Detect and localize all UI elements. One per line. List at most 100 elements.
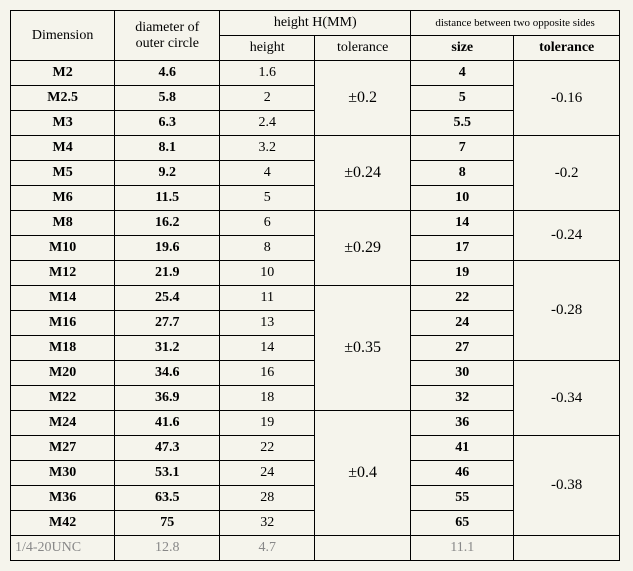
- cell-diameter: 21.9: [115, 261, 220, 286]
- cell-diameter: 63.5: [115, 486, 220, 511]
- cell-size: 8: [411, 161, 514, 186]
- cell-diameter: 16.2: [115, 211, 220, 236]
- cell-height-tolerance: ±0.29: [315, 211, 411, 286]
- cell-dimension: M20: [11, 361, 115, 386]
- cell-dimension: M27: [11, 436, 115, 461]
- cell-dimension: M16: [11, 311, 115, 336]
- cell-dimension: M4: [11, 136, 115, 161]
- cell-height: 4: [220, 161, 315, 186]
- cell-diameter: 6.3: [115, 111, 220, 136]
- cell-height-tolerance: ±0.35: [315, 286, 411, 411]
- cell-height: 1.6: [220, 61, 315, 86]
- cell-height: 28: [220, 486, 315, 511]
- cell-height-tolerance: ±0.2: [315, 61, 411, 136]
- cell-height: 8: [220, 236, 315, 261]
- cell-diameter: 36.9: [115, 386, 220, 411]
- cell-dimension: M14: [11, 286, 115, 311]
- cell-height: 11: [220, 286, 315, 311]
- cell-size: 11.1: [411, 536, 514, 561]
- cell-diameter: 4.6: [115, 61, 220, 86]
- cell-height: 14: [220, 336, 315, 361]
- cell-size: 4: [411, 61, 514, 86]
- cell-dimension: M22: [11, 386, 115, 411]
- cell-size: 32: [411, 386, 514, 411]
- table-body: M24.61.6±0.24-0.16M2.55.825M36.32.45.5M4…: [11, 61, 620, 561]
- cell-size: 22: [411, 286, 514, 311]
- cell-diameter: 47.3: [115, 436, 220, 461]
- cell-dimension: 1/4-20UNC: [11, 536, 115, 561]
- cell-height: 19: [220, 411, 315, 436]
- header-height-group: height H(MM): [220, 11, 411, 36]
- cell-diameter: 8.1: [115, 136, 220, 161]
- cell-dimension: M18: [11, 336, 115, 361]
- cell-size: 5.5: [411, 111, 514, 136]
- cell-diameter: 34.6: [115, 361, 220, 386]
- cell-height: 18: [220, 386, 315, 411]
- cell-height: 3.2: [220, 136, 315, 161]
- cell-height: 10: [220, 261, 315, 286]
- cell-dimension: M3: [11, 111, 115, 136]
- cell-size: 7: [411, 136, 514, 161]
- cell-diameter: 27.7: [115, 311, 220, 336]
- cell-diameter: 31.2: [115, 336, 220, 361]
- table-row: M48.13.2±0.247-0.2: [11, 136, 620, 161]
- header-height: height: [220, 36, 315, 61]
- cell-dimension: M36: [11, 486, 115, 511]
- cell-dimension: M6: [11, 186, 115, 211]
- cell-size-tolerance: -0.16: [514, 61, 620, 136]
- cell-diameter: 11.5: [115, 186, 220, 211]
- cell-size: 17: [411, 236, 514, 261]
- cell-size-tolerance: -0.34: [514, 361, 620, 436]
- cell-dimension: M8: [11, 211, 115, 236]
- header-distance-group: distance between two opposite sides: [411, 11, 620, 36]
- header-size-tol: tolerance: [514, 36, 620, 61]
- cell-size: 24: [411, 311, 514, 336]
- cell-height: 16: [220, 361, 315, 386]
- cell-diameter: 9.2: [115, 161, 220, 186]
- cell-height: 4.7: [220, 536, 315, 561]
- cell-size-tolerance: -0.28: [514, 261, 620, 361]
- table-row: 1/4-20UNC12.84.7 11.1: [11, 536, 620, 561]
- cell-dimension: M2: [11, 61, 115, 86]
- cell-height: 13: [220, 311, 315, 336]
- cell-size-tolerance: -0.38: [514, 436, 620, 536]
- cell-size: 30: [411, 361, 514, 386]
- cell-size-tolerance: -0.24: [514, 211, 620, 261]
- cell-size: 14: [411, 211, 514, 236]
- cell-size: 46: [411, 461, 514, 486]
- cell-diameter: 75: [115, 511, 220, 536]
- cell-size: 36: [411, 411, 514, 436]
- cell-height: 32: [220, 511, 315, 536]
- cell-diameter: 41.6: [115, 411, 220, 436]
- cell-height-tolerance: ±0.24: [315, 136, 411, 211]
- cell-height-tolerance: ±0.4: [315, 411, 411, 536]
- table-row: M24.61.6±0.24-0.16: [11, 61, 620, 86]
- cell-dimension: M5: [11, 161, 115, 186]
- cell-size: 19: [411, 261, 514, 286]
- cell-dimension: M2.5: [11, 86, 115, 111]
- cell-height: 2.4: [220, 111, 315, 136]
- cell-dimension: M10: [11, 236, 115, 261]
- header-dimension: Dimension: [11, 11, 115, 61]
- cell-height: 6: [220, 211, 315, 236]
- cell-dimension: M24: [11, 411, 115, 436]
- cell-diameter: 19.6: [115, 236, 220, 261]
- cell-dimension: M42: [11, 511, 115, 536]
- spec-table: Dimension diameter of outer circle heigh…: [10, 10, 620, 561]
- cell-diameter: 25.4: [115, 286, 220, 311]
- cell-diameter: 12.8: [115, 536, 220, 561]
- cell-height: 5: [220, 186, 315, 211]
- cell-size: 41: [411, 436, 514, 461]
- header-diameter: diameter of outer circle: [115, 11, 220, 61]
- header-height-tol: tolerance: [315, 36, 411, 61]
- cell-diameter: 53.1: [115, 461, 220, 486]
- table-row: M816.26±0.2914-0.24: [11, 211, 620, 236]
- cell-height: 24: [220, 461, 315, 486]
- cell-size: 5: [411, 86, 514, 111]
- cell-dimension: M12: [11, 261, 115, 286]
- cell-size: 65: [411, 511, 514, 536]
- cell-height-tolerance: [315, 536, 411, 561]
- cell-size-tolerance: -0.2: [514, 136, 620, 211]
- cell-height: 2: [220, 86, 315, 111]
- cell-dimension: M30: [11, 461, 115, 486]
